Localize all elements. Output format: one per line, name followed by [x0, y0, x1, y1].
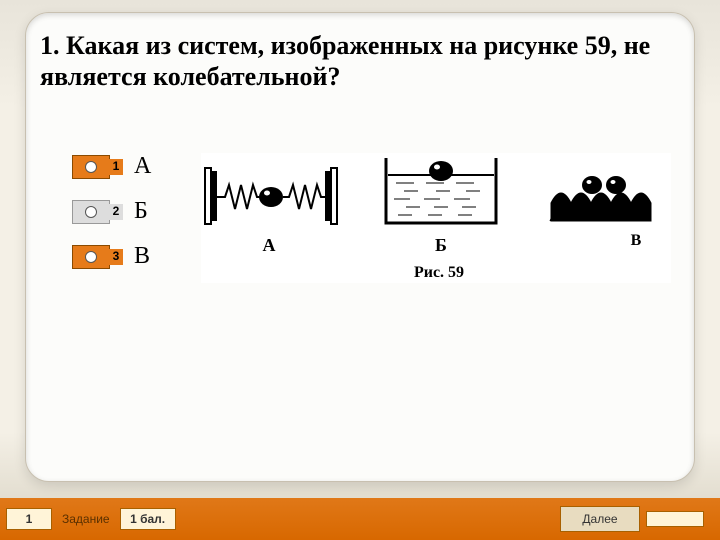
- system-b-icon: Б: [386, 158, 496, 255]
- radio-dot-icon: [85, 251, 97, 263]
- figure-caption: Рис. 59: [414, 264, 464, 281]
- radio-number: 2: [109, 204, 123, 220]
- task-number-box: 1: [6, 508, 52, 530]
- answer-label: А: [134, 153, 151, 180]
- answer-row: 2 Б: [66, 198, 151, 225]
- svg-text:Б: Б: [435, 235, 447, 255]
- radio-number: 3: [109, 249, 123, 265]
- question-text: 1. Какая из систем, изображенных на рису…: [40, 31, 680, 92]
- figure-59: А: [201, 153, 671, 283]
- radio-number: 1: [109, 159, 123, 175]
- radio-dot-icon: [85, 161, 97, 173]
- answer-row: 3 В: [66, 243, 151, 270]
- radio-option-1[interactable]: 1: [72, 155, 110, 179]
- progress-box: [646, 511, 704, 527]
- radio-option-3[interactable]: 3: [72, 245, 110, 269]
- answer-label: Б: [134, 198, 148, 225]
- answer-row: 1 А: [66, 153, 151, 180]
- radio-option-2[interactable]: 2: [72, 200, 110, 224]
- answer-label: В: [134, 243, 150, 270]
- next-button[interactable]: Далее: [560, 506, 640, 532]
- svg-text:А: А: [263, 235, 276, 255]
- content-panel: 1. Какая из систем, изображенных на рису…: [25, 12, 695, 482]
- svg-text:В: В: [631, 232, 642, 249]
- slide-stage: 1. Какая из систем, изображенных на рису…: [0, 0, 720, 540]
- bottom-bar: 1 Задание 1 бал. Далее: [0, 498, 720, 540]
- system-a-icon: А: [205, 168, 337, 255]
- answers-group: 1 А 2 Б 3: [66, 153, 151, 288]
- radio-dot-icon: [85, 206, 97, 218]
- task-label: Задание: [62, 512, 110, 526]
- points-box: 1 бал.: [120, 508, 176, 530]
- system-c-icon: В: [550, 176, 651, 249]
